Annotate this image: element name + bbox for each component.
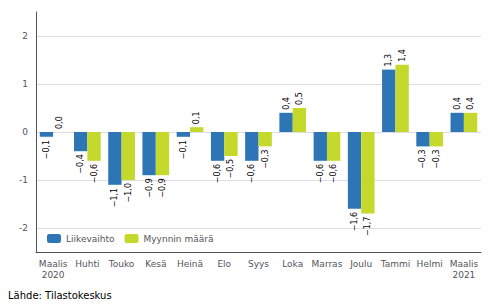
svg-text:Huhti: Huhti bbox=[75, 259, 99, 269]
svg-text:−0,6: −0,6 bbox=[329, 164, 338, 183]
svg-text:0,4: 0,4 bbox=[453, 97, 462, 110]
svg-text:Helmi: Helmi bbox=[417, 259, 443, 269]
svg-text:1: 1 bbox=[22, 79, 28, 89]
svg-text:Maalis: Maalis bbox=[450, 259, 479, 269]
svg-text:Tammi: Tammi bbox=[380, 259, 411, 269]
svg-text:2: 2 bbox=[22, 31, 28, 41]
svg-text:0,4: 0,4 bbox=[466, 97, 475, 110]
svg-text:Liikevaihto: Liikevaihto bbox=[66, 234, 115, 244]
svg-text:−0,3: −0,3 bbox=[432, 149, 441, 168]
svg-text:−0,1: −0,1 bbox=[179, 140, 188, 159]
svg-text:−0,9: −0,9 bbox=[145, 178, 154, 197]
svg-text:2020: 2020 bbox=[42, 270, 65, 280]
svg-text:−0,3: −0,3 bbox=[261, 149, 270, 168]
svg-text:−0,5: −0,5 bbox=[226, 159, 235, 178]
svg-text:Myynnin määrä: Myynnin määrä bbox=[144, 234, 214, 244]
svg-text:Heinä: Heinä bbox=[177, 259, 203, 269]
svg-text:Touko: Touko bbox=[108, 259, 135, 269]
svg-text:−1,7: −1,7 bbox=[363, 217, 372, 236]
svg-text:0,5: 0,5 bbox=[295, 92, 304, 105]
svg-text:−0,3: −0,3 bbox=[418, 149, 427, 168]
svg-text:-2: -2 bbox=[19, 223, 28, 233]
svg-text:-1: -1 bbox=[19, 175, 28, 185]
svg-text:−0,6: −0,6 bbox=[316, 164, 325, 183]
svg-text:1,3: 1,3 bbox=[384, 54, 393, 67]
svg-text:−0,9: −0,9 bbox=[158, 178, 167, 197]
svg-text:0,0: 0,0 bbox=[55, 116, 64, 129]
svg-text:0,4: 0,4 bbox=[282, 97, 291, 110]
svg-text:−1,6: −1,6 bbox=[350, 212, 359, 231]
svg-text:−0,1: −0,1 bbox=[42, 140, 51, 159]
svg-text:Joulu: Joulu bbox=[349, 259, 372, 269]
svg-text:2021: 2021 bbox=[452, 270, 475, 280]
svg-text:1,4: 1,4 bbox=[398, 49, 407, 62]
svg-text:−1,0: −1,0 bbox=[124, 183, 133, 202]
svg-text:−0,4: −0,4 bbox=[76, 154, 85, 173]
svg-text:−1,1: −1,1 bbox=[110, 188, 119, 207]
svg-text:−0,6: −0,6 bbox=[213, 164, 222, 183]
svg-text:Syys: Syys bbox=[248, 259, 269, 269]
svg-text:Lähde: Tilastokeskus: Lähde: Tilastokeskus bbox=[8, 290, 112, 301]
svg-text:Maalis: Maalis bbox=[39, 259, 68, 269]
svg-text:Kesä: Kesä bbox=[145, 259, 166, 269]
svg-text:0,1: 0,1 bbox=[192, 111, 201, 124]
svg-text:−0,6: −0,6 bbox=[90, 164, 99, 183]
svg-text:Marras: Marras bbox=[312, 259, 343, 269]
svg-text:Loka: Loka bbox=[282, 259, 303, 269]
svg-text:0: 0 bbox=[22, 127, 28, 137]
svg-text:Elo: Elo bbox=[217, 259, 231, 269]
svg-text:−0,6: −0,6 bbox=[247, 164, 256, 183]
